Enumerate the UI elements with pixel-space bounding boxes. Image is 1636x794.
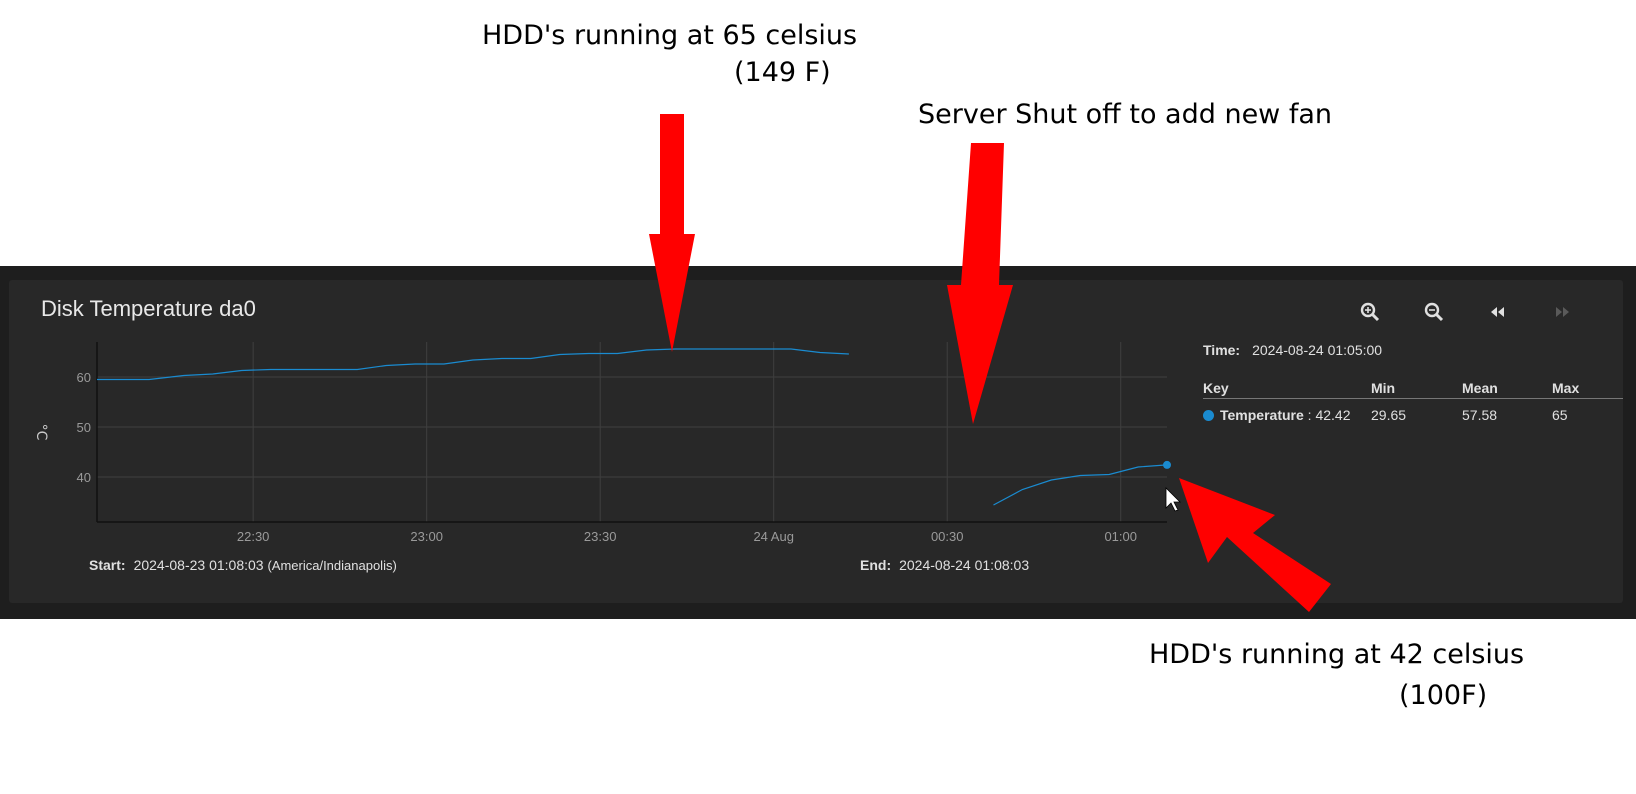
range-start: Start: 2024-08-23 01:08:03 (America/India…	[89, 557, 397, 573]
legend-mean: 57.58	[1462, 407, 1498, 423]
annotation-42-celsius: HDD's running at 42 celsius	[1149, 639, 1525, 670]
x-tick-label: 00:30	[931, 529, 964, 544]
end-label: End:	[860, 557, 892, 573]
zoom-in-icon[interactable]	[1358, 300, 1382, 324]
zoom-out-icon[interactable]	[1422, 300, 1446, 324]
header-min: Min	[1371, 376, 1462, 399]
annotation-100f: (100F)	[1399, 680, 1488, 711]
header-key: Key	[1203, 376, 1371, 399]
x-tick-label: 01:00	[1104, 529, 1137, 544]
start-timezone: (America/Indianapolis)	[267, 558, 397, 573]
legend-row-temperature[interactable]: Temperature : 42.42 29.65 57.58 65	[1203, 399, 1623, 432]
series-name: Temperature	[1220, 407, 1304, 423]
current-value-point	[1163, 460, 1171, 469]
disk-temperature-card: Disk Temperature da0 Time: 2024-08-24 01:…	[9, 280, 1623, 603]
y-axis-label: °C	[33, 424, 49, 441]
y-tick-label: 40	[77, 470, 91, 485]
legend-max: 65	[1552, 407, 1568, 423]
end-value: 2024-08-24 01:08:03	[899, 557, 1030, 573]
legend-min: 29.65	[1371, 407, 1407, 423]
time-value: 2024-08-24 01:05:00	[1252, 342, 1383, 358]
annotation-149f: (149 F)	[734, 57, 831, 88]
rewind-icon[interactable]	[1486, 300, 1510, 324]
start-value: 2024-08-23 01:08:03	[133, 557, 264, 573]
temperature-series-line	[97, 348, 849, 381]
legend-table: Key Min Mean Max Temperature : 42.42 29.…	[1203, 376, 1623, 431]
temperature-series-line	[993, 464, 1168, 506]
legend-key-cell: Temperature : 42.42	[1203, 399, 1371, 432]
time-label: Time:	[1203, 342, 1241, 358]
fast-forward-icon[interactable]	[1550, 300, 1574, 324]
annotation-65-celsius: HDD's running at 65 celsius	[482, 20, 858, 51]
x-tick-label: 24 Aug	[753, 529, 794, 544]
series-current: : 42.42	[1307, 407, 1351, 423]
y-tick-label: 50	[77, 420, 91, 435]
start-label: Start:	[89, 557, 126, 573]
range-end: End: 2024-08-24 01:08:03	[860, 557, 1029, 573]
card-title: Disk Temperature da0	[41, 296, 256, 321]
header-mean: Mean	[1462, 376, 1552, 399]
legend-time: Time: 2024-08-24 01:05:00	[1203, 342, 1382, 358]
x-tick-label: 23:30	[584, 529, 617, 544]
x-tick-label: 22:30	[237, 529, 270, 544]
header-max: Max	[1552, 376, 1623, 399]
y-tick-label: 60	[77, 370, 91, 385]
series-color-dot	[1203, 410, 1214, 421]
x-tick-label: 23:00	[410, 529, 443, 544]
annotation-server-shut-off: Server Shut off to add new fan	[918, 99, 1333, 130]
legend-header-row: Key Min Mean Max	[1203, 376, 1623, 399]
